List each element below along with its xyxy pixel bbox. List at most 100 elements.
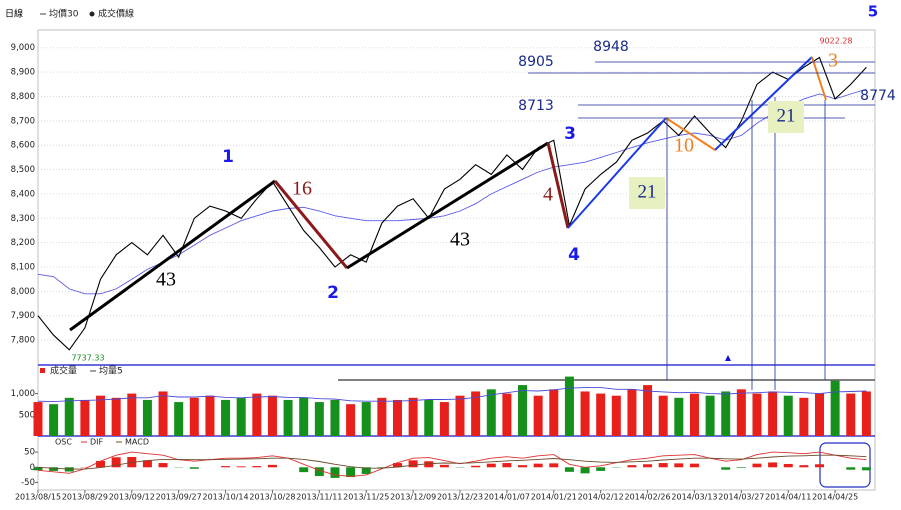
bar (674, 463, 684, 468)
bar (643, 385, 653, 436)
bar (299, 467, 309, 473)
bar (486, 463, 496, 468)
chart-title: 日線 (5, 8, 23, 20)
bar (330, 399, 340, 436)
annotation: 21 (777, 105, 796, 126)
bar (314, 402, 324, 436)
bar (96, 395, 106, 436)
x-tick-label: 2013/10/14 (203, 493, 249, 502)
bar (252, 466, 262, 468)
x-tick-label: 2014/02/12 (578, 493, 624, 502)
x-tick-label: 2013/09/12 (109, 493, 155, 502)
legend-symbol (40, 368, 45, 373)
x-tick-label: 2014/04/25 (812, 493, 858, 502)
bar (330, 467, 340, 478)
bar (580, 391, 590, 436)
bar (111, 457, 121, 468)
bar (471, 465, 481, 468)
bar (189, 397, 199, 436)
series-line (37, 387, 867, 403)
bar (392, 463, 402, 468)
annotation: 8948 (593, 39, 629, 55)
bar (283, 399, 293, 436)
bar (33, 402, 43, 436)
annotation: 3 (564, 124, 576, 144)
x-tick-label: 2014/04/11 (765, 493, 811, 502)
bar (408, 460, 418, 468)
y-tick-label: 8,800 (11, 92, 35, 102)
bar (502, 463, 512, 468)
bar (424, 461, 434, 468)
annotation: 3 (828, 50, 838, 72)
x-tick-label: 2013/09/27 (156, 493, 202, 502)
y-tick-label: 8,900 (11, 68, 35, 78)
annotation: 5 (868, 3, 878, 21)
bar (299, 397, 309, 436)
x-tick-label: 2013/08/15 (15, 493, 61, 502)
bar (236, 466, 246, 468)
x-tick-label: 2014/03/27 (718, 493, 764, 502)
bar (689, 393, 699, 436)
bar (518, 465, 528, 468)
bar (705, 395, 715, 436)
bar (64, 397, 74, 436)
trend-line (567, 117, 667, 229)
trend-line (69, 179, 276, 332)
bar (580, 467, 590, 474)
bar (80, 399, 90, 436)
x-tick-label: 2013/11/25 (343, 493, 389, 502)
y-tick-label: 50 (24, 448, 35, 458)
trend-line (273, 180, 349, 269)
bar (658, 395, 668, 436)
bar (799, 397, 809, 436)
bar (768, 462, 778, 468)
bar (736, 467, 746, 468)
bar (689, 463, 699, 468)
bar (596, 467, 606, 471)
bar (174, 402, 184, 436)
bar (111, 397, 121, 436)
y-tick-label: 8,100 (11, 262, 35, 272)
annotation: 8713 (518, 98, 554, 114)
bar (564, 376, 574, 436)
bar (361, 402, 371, 436)
bar (815, 393, 824, 436)
bar (221, 399, 231, 436)
annotation: 4 (543, 184, 553, 206)
bar (627, 465, 637, 468)
legend-label: 成交價線 (98, 8, 134, 20)
y-tick-label: 0 (30, 463, 35, 473)
plot-frame (37, 29, 876, 491)
bar (799, 465, 809, 468)
bar (408, 397, 418, 436)
legend-label: DIF (90, 438, 104, 447)
legend-symbol (89, 11, 95, 17)
bar (346, 467, 356, 477)
y-tick-label: 8,600 (11, 141, 35, 151)
bar (846, 467, 856, 470)
bar (533, 463, 543, 468)
bar (49, 467, 59, 471)
bar (142, 460, 152, 468)
series-line (37, 454, 867, 470)
bar (455, 395, 465, 436)
bar (189, 467, 199, 469)
bar (846, 393, 856, 436)
trend-line (714, 56, 813, 151)
bar (533, 395, 543, 436)
x-tick-label: 2013/11/11 (296, 493, 342, 502)
annotation: 2 (327, 283, 339, 303)
bar (502, 393, 512, 436)
bar (830, 380, 840, 436)
annotation: 21 (638, 181, 657, 202)
y-tick-label: 7,900 (11, 311, 35, 321)
annotation: 43 (156, 269, 176, 291)
x-tick-label: 2013/12/23 (437, 493, 483, 502)
bar (736, 389, 746, 436)
trend-line (811, 56, 827, 101)
x-tick-label: 2013/12/09 (390, 493, 436, 502)
bar (49, 404, 59, 436)
annotation: 16 (292, 178, 312, 200)
